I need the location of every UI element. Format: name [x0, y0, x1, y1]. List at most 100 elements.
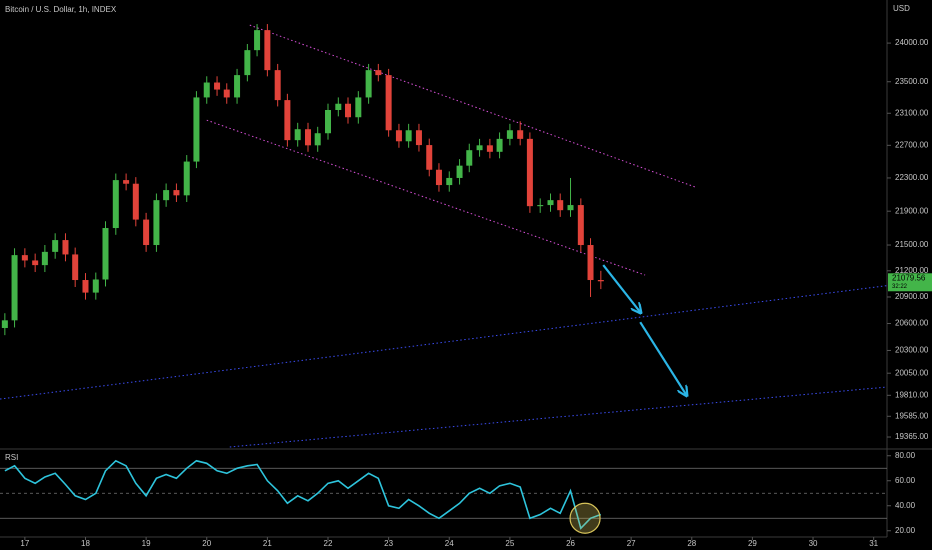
candle-body [365, 70, 372, 98]
x-tick-label: 27 [627, 539, 636, 548]
y-tick-label: 20900.00 [895, 292, 929, 301]
candle-body [466, 150, 473, 166]
currency-label: USD [893, 4, 910, 13]
x-tick-label: 24 [445, 539, 454, 548]
candle-body [517, 130, 524, 139]
candle-body [173, 190, 180, 196]
candle-body [547, 200, 554, 206]
candle-body [32, 260, 39, 266]
candle-body [325, 109, 332, 134]
candle-body [587, 245, 594, 281]
candle-body [415, 130, 422, 146]
y-tick-label: 21900.00 [895, 206, 929, 215]
x-tick-label: 28 [687, 539, 696, 548]
arrow [639, 321, 686, 395]
y-tick-label: 23100.00 [895, 108, 929, 117]
candle-body [11, 255, 18, 321]
candle-body [163, 190, 170, 201]
candle-body [355, 97, 362, 118]
candle-body [183, 161, 190, 196]
candle-body [223, 89, 230, 98]
candle-body [577, 205, 584, 246]
candle-body [264, 30, 271, 71]
indicator-name: RSI [5, 453, 18, 462]
trend-line [0, 285, 888, 400]
x-tick-label: 26 [566, 539, 575, 548]
trend-line [249, 24, 696, 188]
x-tick-label: 20 [202, 539, 211, 548]
countdown-label: 32:22 [892, 284, 908, 290]
candle-body [21, 255, 28, 261]
y-tick-label: 19810.00 [895, 390, 929, 399]
candle-body [123, 180, 130, 184]
y-tick-label: 20600.00 [895, 319, 929, 328]
candle-body [92, 279, 99, 293]
candle-body [193, 97, 200, 162]
candle-body [456, 165, 463, 178]
candle-body [526, 138, 533, 207]
x-tick-label: 18 [81, 539, 90, 548]
candle-body [314, 133, 321, 146]
candle-body [274, 70, 281, 101]
candle-body [62, 240, 69, 255]
x-tick-label: 23 [384, 539, 393, 548]
candle-body [426, 145, 433, 170]
candle-body [82, 280, 89, 293]
candle-body [214, 82, 221, 90]
x-tick-label: 21 [263, 539, 272, 548]
chart-title: Bitcoin / U.S. Dollar, 1h, INDEX [5, 5, 117, 14]
candle-body [375, 70, 382, 76]
y-tick-label: 24000.00 [895, 38, 929, 47]
last-price-box [888, 273, 932, 292]
candle-body [284, 100, 291, 141]
candle-body [385, 75, 392, 131]
y-tick-label: 22300.00 [895, 173, 929, 182]
candle-body [335, 103, 342, 110]
candle-body [234, 75, 241, 98]
rsi-tick-label: 20.00 [895, 526, 916, 535]
y-tick-label: 20300.00 [895, 346, 929, 355]
y-tick-label: 19365.00 [895, 432, 929, 441]
x-tick-label: 29 [748, 539, 757, 548]
candle-body [506, 130, 513, 139]
x-tick-label: 25 [505, 539, 514, 548]
candle-body [203, 82, 210, 98]
x-tick-label: 30 [809, 539, 818, 548]
candle-body [486, 145, 493, 152]
candle-body [395, 130, 402, 142]
rsi-tick-label: 40.00 [895, 501, 916, 510]
x-tick-label: 17 [20, 539, 29, 548]
candle-body [345, 103, 352, 118]
candle-body [405, 130, 412, 142]
rsi-line [4, 459, 602, 530]
last-price-label: 21079.56 [892, 273, 926, 282]
x-tick-label: 19 [142, 539, 151, 548]
y-tick-label: 21500.00 [895, 240, 929, 249]
y-tick-label: 21200.00 [895, 266, 929, 275]
y-tick-label: 23500.00 [895, 77, 929, 86]
candle-body [112, 180, 119, 229]
candle-body [102, 228, 109, 280]
trend-line [206, 119, 646, 276]
candle-body [132, 183, 139, 220]
candle-body [496, 138, 503, 152]
arrow [602, 264, 640, 312]
candle-body [597, 280, 604, 282]
y-tick-label: 19585.00 [895, 411, 929, 420]
candle-body [294, 129, 301, 141]
candle-body [567, 205, 574, 211]
candle-body [143, 219, 150, 246]
candle-body [476, 145, 483, 151]
candle-body [435, 169, 442, 186]
candle-body [304, 129, 311, 146]
candle-body [41, 251, 48, 266]
y-tick-label: 22700.00 [895, 140, 929, 149]
rsi-tick-label: 60.00 [895, 476, 916, 485]
candle-body [254, 30, 261, 51]
candle-body [72, 254, 79, 281]
x-tick-label: 31 [869, 539, 878, 548]
rsi-tick-label: 80.00 [895, 451, 916, 460]
